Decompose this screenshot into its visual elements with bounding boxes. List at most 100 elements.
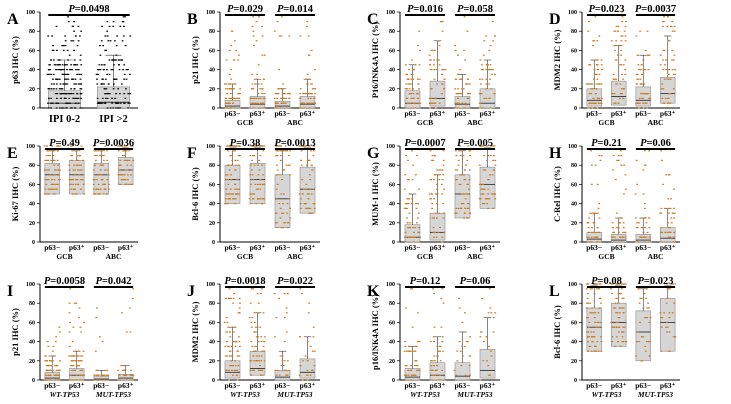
data-point — [591, 83, 594, 85]
data-point — [64, 35, 67, 37]
data-point — [668, 317, 671, 319]
p-value: P=0.023 — [588, 4, 624, 15]
data-point — [225, 198, 227, 200]
data-point — [304, 107, 307, 109]
data-point — [479, 145, 481, 147]
data-point — [468, 83, 471, 85]
data-point — [51, 35, 54, 37]
data-point — [414, 227, 417, 229]
data-point — [593, 317, 596, 319]
data-point — [409, 350, 412, 352]
data-point — [260, 360, 263, 362]
data-point — [50, 59, 53, 61]
x-tick-label: p63⁺ — [300, 109, 316, 118]
data-point — [47, 179, 50, 181]
data-point — [230, 365, 233, 367]
data-point — [44, 193, 47, 195]
data-point — [638, 302, 641, 304]
group-label: GCB — [598, 252, 614, 261]
data-point — [56, 183, 59, 185]
data-point — [61, 64, 64, 66]
data-point — [131, 183, 134, 185]
group-label: WT-TP53 — [50, 390, 80, 399]
data-point — [486, 198, 488, 200]
data-point — [93, 174, 96, 176]
data-point — [468, 365, 471, 367]
data-point — [645, 297, 648, 299]
data-point — [494, 164, 497, 166]
data-point — [257, 64, 260, 66]
data-point — [51, 49, 54, 51]
data-point — [238, 188, 240, 190]
data-point — [52, 73, 55, 75]
data-point — [600, 336, 602, 338]
data-point — [96, 83, 99, 85]
data-point — [614, 59, 617, 61]
data-point — [644, 69, 647, 71]
data-point — [95, 73, 98, 75]
data-point — [642, 193, 645, 195]
data-point — [417, 231, 420, 233]
data-point — [418, 379, 421, 381]
data-point — [433, 78, 436, 80]
data-point — [77, 360, 80, 362]
data-point — [45, 365, 48, 367]
data-point — [121, 145, 124, 147]
data-point — [314, 93, 316, 95]
data-point — [620, 93, 623, 95]
data-point — [648, 227, 651, 229]
data-point — [487, 179, 490, 181]
data-point — [404, 207, 407, 209]
data-point — [80, 331, 83, 333]
data-point — [251, 88, 254, 90]
data-point — [239, 302, 241, 304]
data-point — [642, 336, 645, 338]
data-point — [454, 78, 457, 80]
data-point — [641, 360, 644, 362]
data-point — [611, 227, 614, 229]
data-point — [415, 345, 418, 347]
data-point — [127, 93, 130, 95]
data-point — [404, 365, 407, 367]
data-point — [281, 179, 283, 181]
data-point — [594, 212, 596, 214]
data-point — [669, 207, 672, 209]
data-point — [253, 164, 256, 166]
data-point — [96, 78, 98, 80]
data-point — [617, 102, 620, 104]
data-point — [490, 193, 493, 195]
data-point — [285, 312, 288, 314]
data-point — [281, 16, 283, 18]
data-point — [251, 174, 254, 176]
data-point — [93, 150, 96, 152]
data-point — [489, 174, 491, 176]
data-point — [648, 97, 650, 99]
data-point — [229, 97, 232, 99]
data-point — [614, 30, 617, 32]
data-point — [667, 198, 670, 200]
data-point — [79, 169, 82, 171]
x-tick-label: p63− — [635, 381, 651, 390]
data-point — [418, 227, 421, 229]
data-point — [622, 78, 624, 80]
y-axis-label: p21 IHC (%) — [190, 36, 200, 84]
data-point — [69, 183, 71, 185]
box-2 — [97, 86, 130, 109]
data-point — [72, 183, 75, 185]
data-point — [118, 374, 121, 376]
panel-label-h: H — [549, 145, 562, 162]
group-label: ABC — [287, 252, 303, 261]
y-tick-label: 0 — [392, 378, 395, 384]
data-point — [418, 107, 421, 109]
data-point — [308, 212, 311, 214]
data-point — [639, 78, 642, 80]
data-point — [481, 69, 484, 71]
data-point — [263, 183, 266, 185]
data-point — [118, 174, 121, 176]
data-point — [457, 73, 459, 75]
data-point — [44, 379, 47, 381]
data-point — [112, 21, 115, 23]
data-point — [460, 207, 463, 209]
